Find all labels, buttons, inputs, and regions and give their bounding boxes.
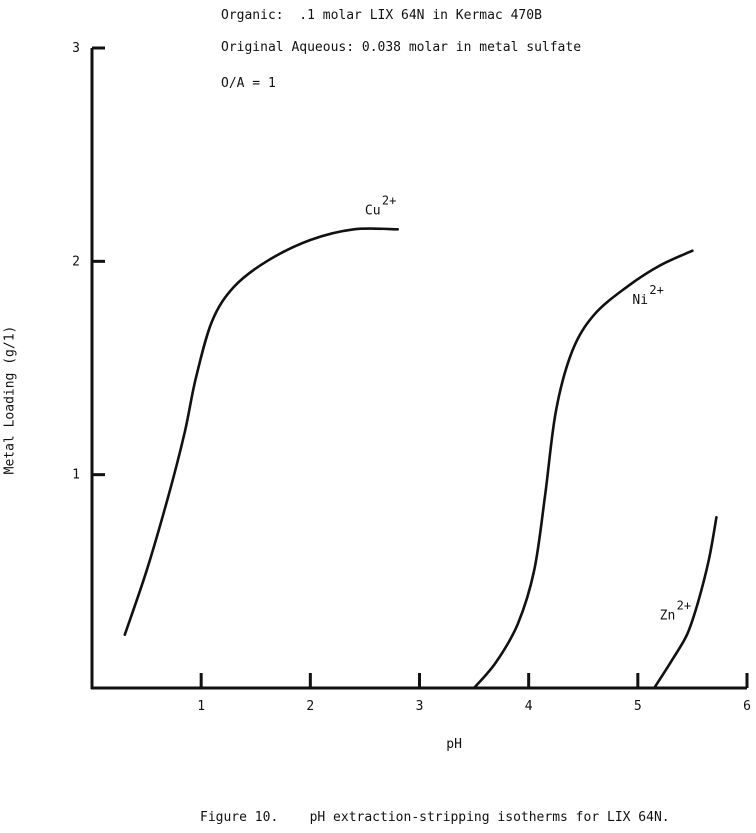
series-label-ni: Ni [632, 293, 648, 308]
series-line-zn [652, 516, 718, 690]
series-line-ni [472, 249, 694, 690]
series-charge-cu: 2+ [382, 193, 396, 207]
figure-caption: Figure 10. pH extraction-stripping isoth… [200, 810, 670, 825]
y-axis-label: Metal Loading (g/1) [2, 325, 18, 475]
x-tick-label: 2 [306, 699, 314, 714]
series-charge-ni: 2+ [649, 283, 663, 297]
series-label-zn: Zn [660, 609, 676, 624]
x-tick-label: 3 [416, 699, 424, 714]
series-line-cu [123, 227, 399, 636]
x-axis-label: pH [446, 737, 462, 752]
annotation-oa-ratio: O/A = 1 [221, 76, 276, 91]
x-tick-label: 4 [525, 699, 533, 714]
series-label-cu: Cu [365, 203, 381, 218]
annotation-organic: Organic: .1 molar LIX 64N in Kermac 470B [221, 8, 542, 23]
axes: 1 2 3 4 5 6 1 2 3 pH [72, 41, 751, 752]
x-tick-label: 1 [197, 699, 205, 714]
x-tick-label: 5 [634, 699, 642, 714]
series-layer: Cu2+Ni2+Zn2+ [123, 193, 718, 690]
y-tick-label: 1 [72, 468, 80, 483]
y-tick-label: 3 [72, 41, 80, 56]
x-tick-label: 6 [743, 699, 751, 714]
series-charge-zn: 2+ [677, 599, 691, 613]
y-tick-label: 2 [72, 254, 80, 269]
annotation-aqueous: Original Aqueous: 0.038 molar in metal s… [221, 40, 582, 55]
